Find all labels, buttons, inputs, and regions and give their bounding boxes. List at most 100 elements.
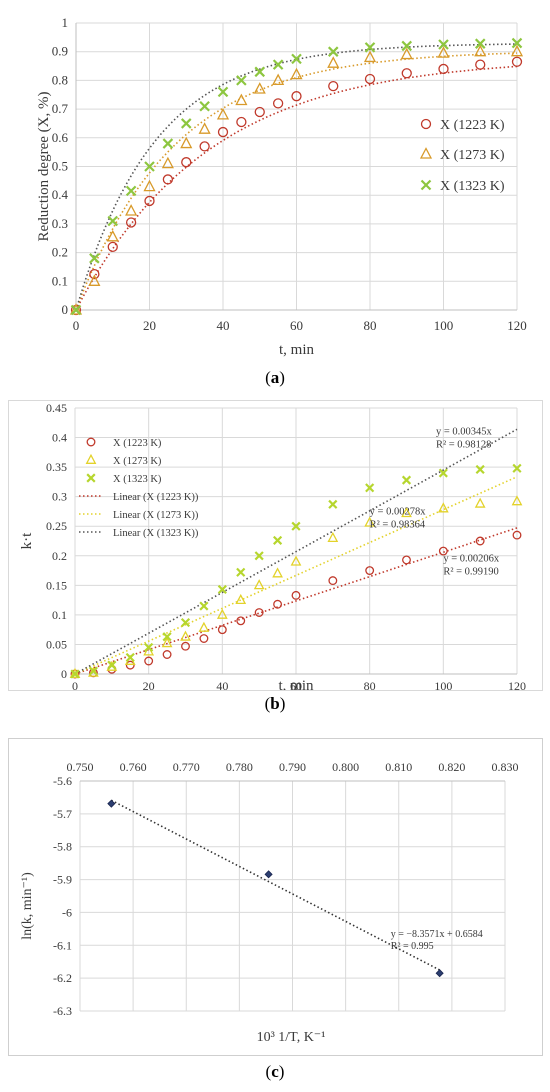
data-point [180, 630, 191, 641]
trend-line [110, 799, 441, 971]
data-point [144, 195, 155, 207]
data-point [107, 241, 118, 253]
data-point [273, 535, 283, 545]
data-point [216, 608, 228, 619]
data-point [125, 204, 138, 216]
x-tick-label: 80 [364, 679, 376, 690]
data-point [401, 507, 412, 518]
data-point [512, 530, 522, 540]
data-point [401, 475, 412, 485]
y-tick-label: 0.7 [52, 101, 69, 116]
x-tick-label: 20 [143, 679, 155, 690]
x-tick-label: 0.760 [120, 760, 147, 774]
data-point [475, 464, 485, 475]
x-tick-label: 100 [434, 679, 452, 690]
data-point [511, 37, 523, 49]
x-tick-label: 0.780 [226, 760, 253, 774]
data-point [235, 593, 247, 605]
r-squared-label: R² = 0.99190 [443, 567, 498, 578]
x-axis-title: t, min [279, 342, 315, 358]
data-point [363, 50, 377, 63]
y-tick-label: -5.6 [53, 774, 72, 788]
y-axis-title: k·t [19, 532, 35, 549]
legend-label: X (1223 K) [113, 438, 162, 449]
legend-label: X (1223 K) [440, 118, 505, 133]
data-point [474, 44, 487, 57]
chart-a: 0 20 40 60 80 100 120 0 0.1 0.2 0.3 0.4 0.5 0.6 0.7 0.8… [36, 15, 527, 358]
data-point [217, 86, 229, 98]
x-axis-title: 10³ 1/T, K⁻¹ [257, 1030, 326, 1045]
data-point [253, 82, 266, 94]
x-tick-label: 0 [73, 318, 80, 333]
data-point [511, 56, 523, 67]
x-tick-label: 0.830 [492, 760, 519, 774]
data-point [272, 59, 284, 70]
data-point [401, 40, 413, 52]
data-point [107, 215, 119, 227]
y-tick-label: 0 [61, 667, 67, 681]
equation-label: y = 0.00206x [443, 554, 500, 565]
data-point [475, 536, 485, 546]
chart-panel-a: 0 20 40 60 80 100 120 0 0.1 0.2 0.3 0.4 0.5 0.6 0.7 0.8… [8, 2, 541, 362]
y-tick-label: -6.3 [53, 1004, 72, 1018]
y-tick-label: 0.9 [52, 44, 68, 59]
data-point [510, 44, 524, 57]
data-point [512, 463, 522, 473]
y-tick-label: 0.1 [52, 608, 67, 622]
data-point [290, 67, 303, 80]
data-point [125, 660, 135, 670]
trend-line [74, 476, 518, 675]
legend-marker [420, 179, 432, 191]
data-point [511, 495, 523, 506]
data-point [162, 650, 172, 659]
chart-b: 0 20 40 60 80 100 120 0 0.05 0.1 0.15 0.2 0.25 0.3 0.3… [19, 401, 526, 690]
data-point [254, 66, 266, 78]
x-axis-title: t, min [278, 678, 314, 690]
r-squared-label: R² = 0.98128 [436, 440, 491, 451]
data-point [162, 632, 172, 642]
data-point [180, 136, 193, 149]
y-tick-label: 0 [62, 302, 69, 317]
data-point [125, 652, 135, 663]
y-tick-label: -5.8 [53, 840, 72, 854]
x-tick-label: 0.770 [173, 760, 200, 774]
chart-panel-b: 0 20 40 60 80 100 120 0 0.05 0.1 0.15 0.2 0.25 0.3 0.3… [8, 400, 543, 691]
data-point [198, 122, 211, 134]
data-point [253, 579, 265, 590]
chart-c: 0.750 0.760 0.770 0.780 0.790 0.800 0.810 0.820… [20, 760, 519, 1045]
legend-label: Linear (X (1273 K)) [113, 510, 199, 521]
data-point [236, 567, 246, 577]
fit-curve [75, 52, 518, 311]
data-point [235, 93, 248, 106]
x-tick-label: 60 [290, 679, 302, 690]
data-point [364, 73, 376, 85]
data-point [474, 497, 486, 508]
data-point [401, 68, 412, 79]
data-point [144, 656, 154, 666]
trend-line [74, 527, 518, 675]
legend-label: X (1273 K) [113, 456, 162, 467]
data-point [290, 555, 302, 566]
data-point [364, 42, 376, 53]
data-point [438, 39, 449, 50]
data-point [161, 637, 173, 648]
data-point [254, 608, 264, 617]
y-tick-label: 0.35 [46, 460, 67, 474]
data-point [291, 521, 301, 531]
equation-label: y = 0.00278x [370, 506, 427, 517]
data-point [475, 59, 486, 70]
data-point [69, 303, 83, 315]
x-tick-label: 40 [217, 318, 230, 333]
data-point [180, 617, 191, 628]
data-point [216, 107, 230, 120]
data-point [199, 100, 210, 112]
y-tick-label: 1 [62, 15, 69, 30]
y-axis-title: ln(k, min⁻¹) [20, 872, 35, 940]
data-point [291, 53, 302, 65]
x-tick-label: 0.800 [332, 760, 359, 774]
x-tick-label: 40 [216, 679, 228, 690]
y-tick-label: 0.05 [46, 637, 67, 651]
data-point [88, 274, 101, 286]
y-tick-label: -6.2 [53, 971, 72, 985]
data-point [199, 141, 210, 152]
